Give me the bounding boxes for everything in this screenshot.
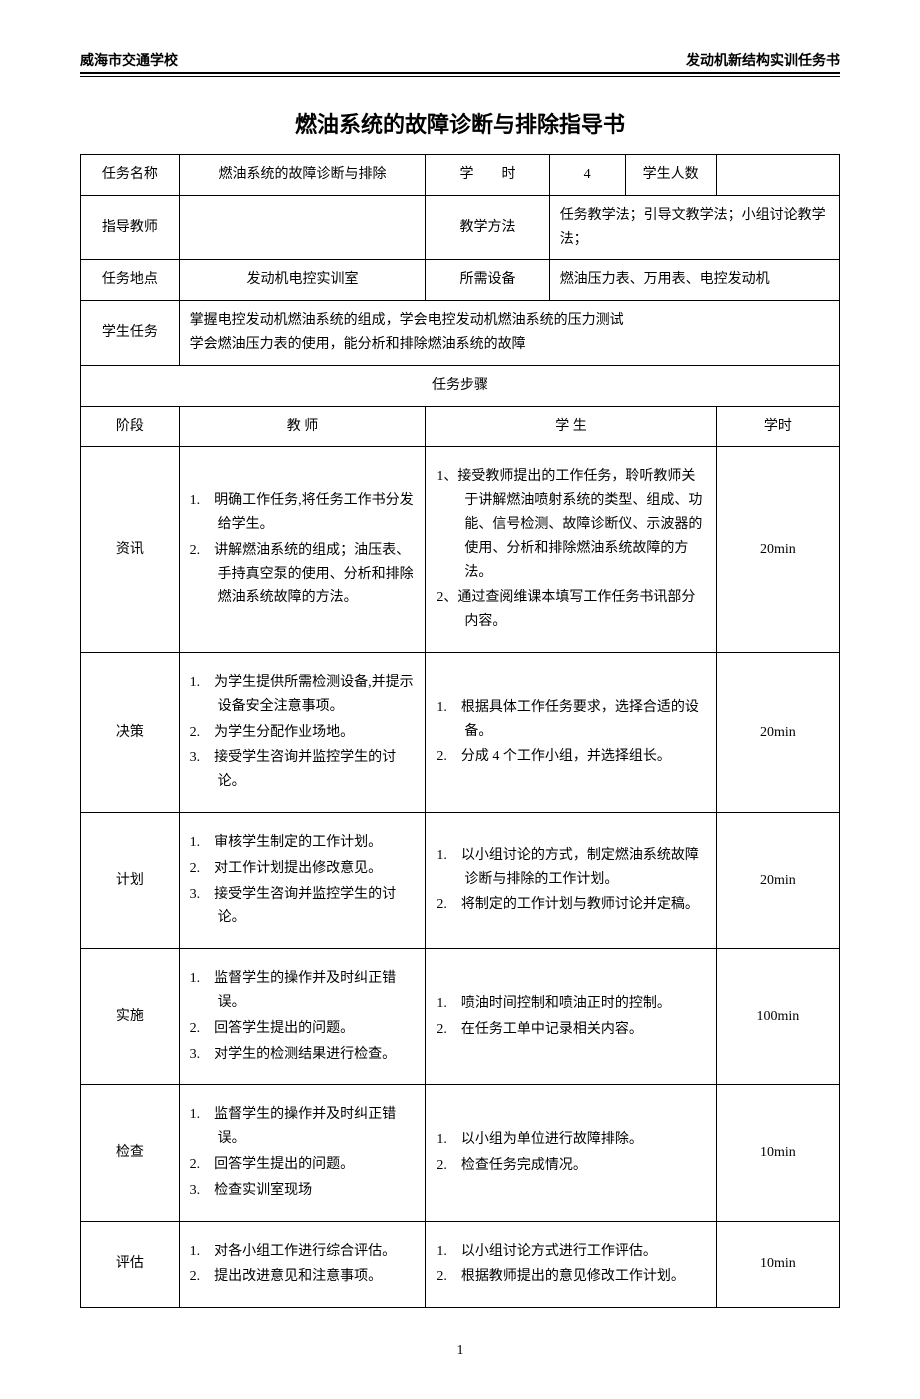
- stage-cell: 实施: [81, 949, 180, 1085]
- main-table: 任务名称 燃油系统的故障诊断与排除 学 时 4 学生人数 指导教师 教学方法 任…: [80, 154, 840, 1308]
- student-task-label: 学生任务: [81, 301, 180, 366]
- page-header: 威海市交通学校 发动机新结构实训任务书: [80, 50, 840, 72]
- table-row: 评估1. 对各小组工作进行综合评估。2. 提出改进意见和注意事项。1. 以小组讨…: [81, 1221, 840, 1308]
- header-rule-1: [80, 72, 840, 74]
- list-item: 1. 喷油时间控制和喷油正时的控制。: [436, 992, 705, 1016]
- time-cell: 20min: [716, 652, 839, 812]
- col-teacher: 教 师: [179, 406, 426, 447]
- stage-cell: 评估: [81, 1221, 180, 1308]
- teacher-cell: 1. 监督学生的操作并及时纠正错误。2. 回答学生提出的问题。3. 对学生的检测…: [179, 949, 426, 1085]
- student-cell: 1. 喷油时间控制和喷油正时的控制。2. 在任务工单中记录相关内容。: [426, 949, 716, 1085]
- teacher-cell: 1. 为学生提供所需检测设备,并提示设备安全注意事项。2. 为学生分配作业场地。…: [179, 652, 426, 812]
- student-count-value: [716, 155, 839, 196]
- list-item: 2. 分成 4 个工作小组，并选择组长。: [436, 745, 705, 769]
- task-name-value: 燃油系统的故障诊断与排除: [179, 155, 426, 196]
- time-cell: 10min: [716, 1221, 839, 1308]
- table-row: 计划1. 审核学生制定的工作计划。2. 对工作计划提出修改意见。3. 接受学生咨…: [81, 812, 840, 948]
- header-right: 发动机新结构实训任务书: [686, 50, 840, 70]
- list-item: 1. 监督学生的操作并及时纠正错误。: [190, 1103, 416, 1151]
- info-row-3: 任务地点 发动机电控实训室 所需设备 燃油压力表、万用表、电控发动机: [81, 260, 840, 301]
- header-left: 威海市交通学校: [80, 50, 178, 70]
- list-item: 3. 接受学生咨询并监控学生的讨论。: [190, 883, 416, 931]
- student-task-line2: 学会燃油压力表的使用，能分析和排除燃油系统的故障: [190, 333, 829, 357]
- list-item: 1. 以小组为单位进行故障排除。: [436, 1128, 705, 1152]
- student-cell: 1. 根据具体工作任务要求，选择合适的设备。2. 分成 4 个工作小组，并选择组…: [426, 652, 716, 812]
- list-item: 1. 为学生提供所需检测设备,并提示设备安全注意事项。: [190, 671, 416, 719]
- method-value: 任务教学法；引导文教学法；小组讨论教学法；: [549, 195, 839, 260]
- student-cell: 1. 以小组为单位进行故障排除。2. 检查任务完成情况。: [426, 1085, 716, 1221]
- student-cell: 1. 以小组讨论方式进行工作评估。2. 根据教师提出的意见修改工作计划。: [426, 1221, 716, 1308]
- student-task-value: 掌握电控发动机燃油系统的组成，学会电控发动机燃油系统的压力测试 学会燃油压力表的…: [179, 301, 839, 366]
- col-student: 学 生: [426, 406, 716, 447]
- col-time: 学时: [716, 406, 839, 447]
- table-row: 资讯1. 明确工作任务,将任务工作书分发给学生。2. 讲解燃油系统的组成；油压表…: [81, 447, 840, 653]
- list-item: 2. 将制定的工作计划与教师讨论并定稿。: [436, 893, 705, 917]
- list-item: 2. 检查任务完成情况。: [436, 1154, 705, 1178]
- stage-cell: 检查: [81, 1085, 180, 1221]
- columns-row: 阶段 教 师 学 生 学时: [81, 406, 840, 447]
- student-task-line1: 掌握电控发动机燃油系统的组成，学会电控发动机燃油系统的压力测试: [190, 309, 829, 333]
- teacher-cell: 1. 监督学生的操作并及时纠正错误。2. 回答学生提出的问题。3. 检查实训室现…: [179, 1085, 426, 1221]
- list-item: 1. 监督学生的操作并及时纠正错误。: [190, 967, 416, 1015]
- time-cell: 100min: [716, 949, 839, 1085]
- time-cell: 20min: [716, 812, 839, 948]
- hours-value: 4: [549, 155, 625, 196]
- task-name-label: 任务名称: [81, 155, 180, 196]
- page-title: 燃油系统的故障诊断与排除指导书: [80, 107, 840, 139]
- list-item: 3. 接受学生咨询并监控学生的讨论。: [190, 746, 416, 794]
- hours-label: 学 时: [426, 155, 549, 196]
- list-item: 2、通过查阅维课本填写工作任务书讯部分内容。: [436, 586, 705, 634]
- teacher-cell: 1. 审核学生制定的工作计划。2. 对工作计划提出修改意见。3. 接受学生咨询并…: [179, 812, 426, 948]
- location-label: 任务地点: [81, 260, 180, 301]
- equipment-label: 所需设备: [426, 260, 549, 301]
- table-row: 检查1. 监督学生的操作并及时纠正错误。2. 回答学生提出的问题。3. 检查实训…: [81, 1085, 840, 1221]
- list-item: 1. 审核学生制定的工作计划。: [190, 831, 416, 855]
- stage-cell: 决策: [81, 652, 180, 812]
- list-item: 1. 明确工作任务,将任务工作书分发给学生。: [190, 489, 416, 537]
- stage-cell: 资讯: [81, 447, 180, 653]
- list-item: 2. 根据教师提出的意见修改工作计划。: [436, 1265, 705, 1289]
- list-item: 2. 回答学生提出的问题。: [190, 1017, 416, 1041]
- list-item: 2. 回答学生提出的问题。: [190, 1153, 416, 1177]
- steps-header-row: 任务步骤: [81, 365, 840, 406]
- list-item: 2. 在任务工单中记录相关内容。: [436, 1018, 705, 1042]
- method-label: 教学方法: [426, 195, 549, 260]
- list-item: 1. 以小组讨论的方式，制定燃油系统故障诊断与排除的工作计划。: [436, 844, 705, 892]
- list-item: 2. 对工作计划提出修改意见。: [190, 857, 416, 881]
- list-item: 2. 提出改进意见和注意事项。: [190, 1265, 416, 1289]
- header-rule-2: [80, 76, 840, 77]
- list-item: 3. 检查实训室现场: [190, 1179, 416, 1203]
- list-item: 1. 根据具体工作任务要求，选择合适的设备。: [436, 696, 705, 744]
- time-cell: 10min: [716, 1085, 839, 1221]
- teacher-value: [179, 195, 426, 260]
- student-cell: 1. 以小组讨论的方式，制定燃油系统故障诊断与排除的工作计划。2. 将制定的工作…: [426, 812, 716, 948]
- teacher-cell: 1. 明确工作任务,将任务工作书分发给学生。2. 讲解燃油系统的组成；油压表、手…: [179, 447, 426, 653]
- table-row: 实施1. 监督学生的操作并及时纠正错误。2. 回答学生提出的问题。3. 对学生的…: [81, 949, 840, 1085]
- teacher-label: 指导教师: [81, 195, 180, 260]
- student-cell: 1、接受教师提出的工作任务，聆听教师关于讲解燃油喷射系统的类型、组成、功能、信号…: [426, 447, 716, 653]
- location-value: 发动机电控实训室: [179, 260, 426, 301]
- equipment-value: 燃油压力表、万用表、电控发动机: [549, 260, 839, 301]
- list-item: 1. 以小组讨论方式进行工作评估。: [436, 1240, 705, 1264]
- student-count-label: 学生人数: [625, 155, 716, 196]
- col-stage: 阶段: [81, 406, 180, 447]
- info-row-2: 指导教师 教学方法 任务教学法；引导文教学法；小组讨论教学法；: [81, 195, 840, 260]
- list-item: 2. 讲解燃油系统的组成；油压表、手持真空泵的使用、分析和排除燃油系统故障的方法…: [190, 539, 416, 610]
- steps-header: 任务步骤: [81, 365, 840, 406]
- info-row-4: 学生任务 掌握电控发动机燃油系统的组成，学会电控发动机燃油系统的压力测试 学会燃…: [81, 301, 840, 366]
- list-item: 1、接受教师提出的工作任务，聆听教师关于讲解燃油喷射系统的类型、组成、功能、信号…: [436, 465, 705, 584]
- time-cell: 20min: [716, 447, 839, 653]
- teacher-cell: 1. 对各小组工作进行综合评估。2. 提出改进意见和注意事项。: [179, 1221, 426, 1308]
- stage-cell: 计划: [81, 812, 180, 948]
- info-row-1: 任务名称 燃油系统的故障诊断与排除 学 时 4 学生人数: [81, 155, 840, 196]
- list-item: 3. 对学生的检测结果进行检查。: [190, 1043, 416, 1067]
- page-number: 1: [80, 1343, 840, 1359]
- table-row: 决策1. 为学生提供所需检测设备,并提示设备安全注意事项。2. 为学生分配作业场…: [81, 652, 840, 812]
- list-item: 1. 对各小组工作进行综合评估。: [190, 1240, 416, 1264]
- list-item: 2. 为学生分配作业场地。: [190, 721, 416, 745]
